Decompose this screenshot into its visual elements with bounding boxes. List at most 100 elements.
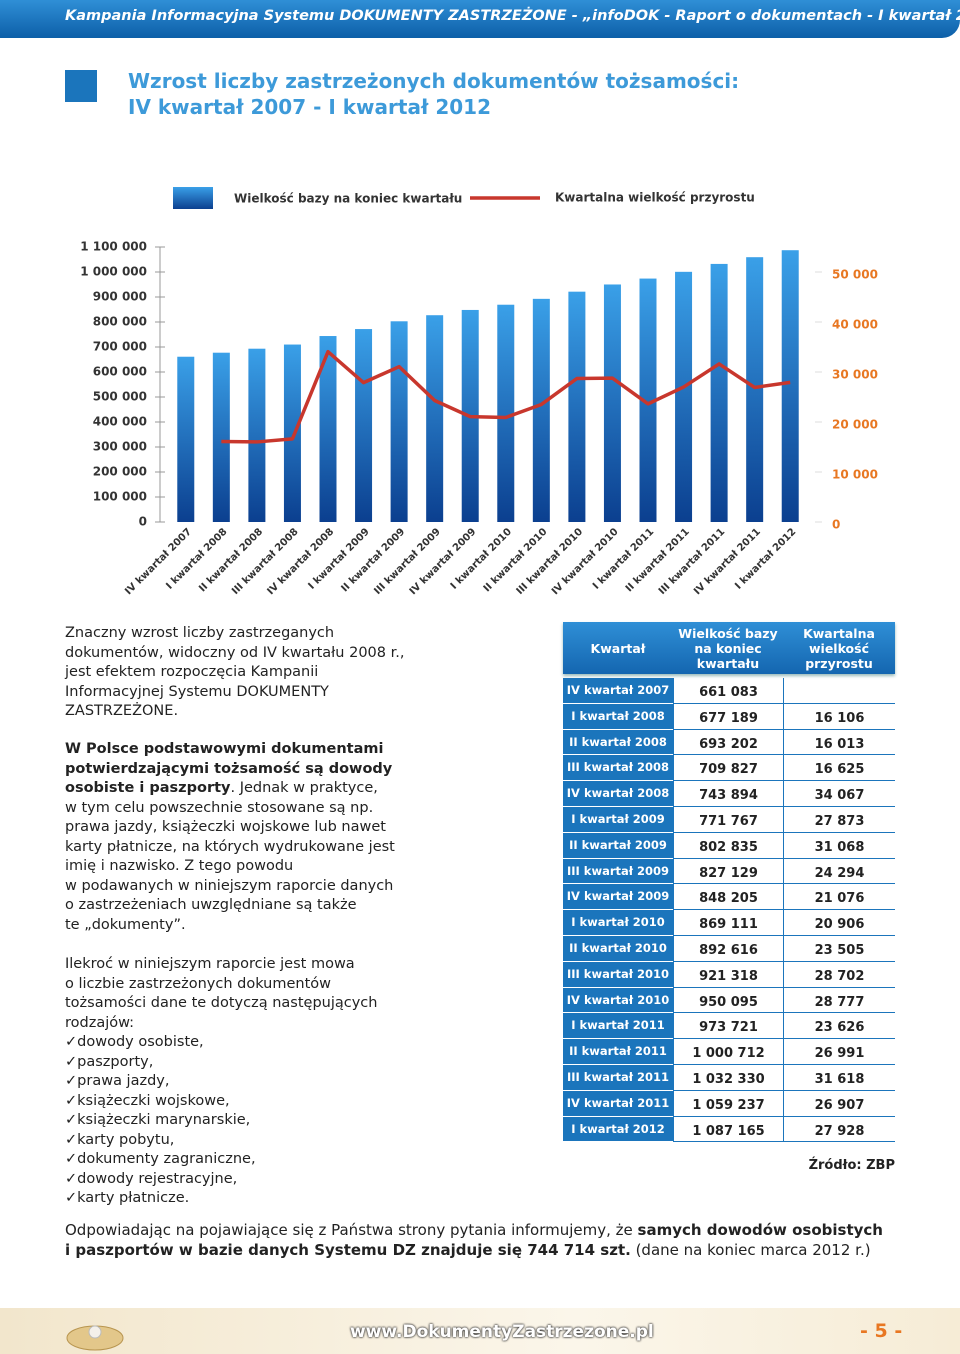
y2-tick-label: 50 000 bbox=[832, 268, 878, 282]
table-cell: 827 129 bbox=[673, 858, 783, 885]
table-cell: 677 189 bbox=[673, 703, 783, 730]
header-cell: Kwartalna wielkość przyrostu bbox=[803, 625, 875, 671]
table-cell: 16 106 bbox=[783, 703, 895, 730]
text-line: potwierdzającymi tożsamość są dowody bbox=[65, 760, 505, 780]
y-tick-label: 900 000 bbox=[93, 290, 147, 304]
y-tick-label: 1 100 000 bbox=[80, 240, 147, 254]
text-line: o liczbie zastrzeżonych dokumentów bbox=[65, 975, 505, 995]
list-item: dowody rejestracyjne, bbox=[65, 1170, 505, 1190]
text-run: prawa jazdy, książeczki wojskowe lub naw… bbox=[65, 819, 386, 835]
title: Wzrost liczby zastrzeżonych dokumentów t… bbox=[128, 68, 739, 120]
table-cell: I kwartał 2011 bbox=[563, 1013, 673, 1040]
text-run: ZASTRZEŻONE. bbox=[65, 703, 179, 719]
table-cell: 34 067 bbox=[783, 781, 895, 807]
text-line: Ilekroć w niniejszym raporcie jest mowa bbox=[65, 955, 505, 975]
x-tick-label: III kwartał 2009 bbox=[372, 526, 443, 597]
text-run: i paszportów w bazie danych Systemu DZ z… bbox=[65, 1241, 631, 1259]
y-tick-label: 400 000 bbox=[93, 415, 147, 429]
table-cell: 26 907 bbox=[783, 1090, 895, 1117]
table-cell: III kwartał 2010 bbox=[563, 961, 673, 988]
table-cell: II kwartał 2008 bbox=[563, 729, 673, 756]
table-row: II kwartał 2008 693 202 16 013 bbox=[563, 729, 895, 756]
paragraph: W Polsce podstawowymi dokumentami potwier… bbox=[65, 740, 505, 935]
text-run: o liczbie zastrzeżonych dokumentów bbox=[65, 975, 332, 992]
bar bbox=[568, 291, 586, 522]
bar bbox=[390, 321, 408, 522]
x-tick-label: II kwartał 2009 bbox=[339, 526, 407, 594]
table-row: I kwartał 2009 771 767 27 873 bbox=[563, 806, 895, 833]
table-cell: 27 928 bbox=[783, 1116, 895, 1143]
y2-tick-label: 30 000 bbox=[832, 368, 878, 382]
table-cell: 1 059 237 bbox=[673, 1090, 783, 1117]
bar bbox=[283, 344, 301, 522]
text-line: te „dokumenty”. bbox=[65, 916, 505, 936]
x-tick-label: I kwartał 2009 bbox=[307, 526, 372, 591]
table-cell: 802 835 bbox=[673, 832, 783, 859]
x-tick-label: IV kwartał 2010 bbox=[550, 526, 621, 597]
title-line: IV kwartał 2007 - I kwartał 2012 bbox=[128, 95, 491, 119]
list-item: książeczki wojskowe, bbox=[65, 1092, 505, 1112]
table-row: II kwartał 2011 1 000 712 26 991 bbox=[563, 1039, 895, 1065]
table-cell: I kwartał 2010 bbox=[563, 910, 673, 936]
text-line: ZASTRZEŻONE. bbox=[65, 702, 505, 722]
table-cell: 921 318 bbox=[673, 961, 783, 988]
legend-swatch bbox=[173, 187, 213, 209]
x-tick-label: IV kwartał 2009 bbox=[408, 526, 479, 597]
table-cell: 27 873 bbox=[783, 806, 895, 833]
table-cell: III kwartał 2009 bbox=[563, 858, 673, 885]
table-cell: II kwartał 2010 bbox=[563, 935, 673, 962]
x-tick-label: III kwartał 2008 bbox=[230, 526, 301, 597]
text-line: jest efektem rozpoczęcia Kampanii bbox=[65, 663, 505, 683]
table-row: III kwartał 2008 709 827 16 625 bbox=[563, 755, 895, 782]
x-tick-label: III kwartał 2011 bbox=[657, 526, 728, 597]
table-cell: IV kwartał 2010 bbox=[563, 987, 673, 1014]
y-tick-label: 1 000 000 bbox=[80, 265, 147, 279]
bar bbox=[426, 315, 444, 522]
x-tick-label: I kwartał 2011 bbox=[591, 526, 656, 591]
table-row: III kwartał 2009 827 129 24 294 bbox=[563, 858, 895, 885]
y-tick-label: 800 000 bbox=[93, 315, 147, 329]
text-run: Odpowiadając na pojawiające się z Państw… bbox=[65, 1221, 638, 1239]
table-row: I kwartał 2010 869 111 20 906 bbox=[563, 910, 895, 936]
table-row: I kwartał 2008 677 189 16 106 bbox=[563, 703, 895, 730]
text-line: Informacyjnej Systemu DOKUMENTY bbox=[65, 683, 505, 703]
table-row: I kwartał 2012 1 087 165 27 928 bbox=[563, 1116, 895, 1143]
text-run: dokumentów, widoczny od IV kwartału 2008… bbox=[65, 644, 405, 661]
table-row: II kwartał 2009 802 835 31 068 bbox=[563, 832, 895, 859]
header-cell: Wielkość bazy na koniec kwartału bbox=[678, 625, 778, 671]
x-tick-label: III kwartał 2010 bbox=[515, 526, 586, 597]
x-tick-label: II kwartał 2008 bbox=[197, 526, 265, 594]
x-tick-label: I kwartał 2012 bbox=[733, 526, 798, 591]
list-item: dowody osobiste, bbox=[65, 1033, 505, 1053]
text-run: imię i nazwisko. Z tego powodu bbox=[65, 858, 294, 874]
table-row: IV kwartał 2011 1 059 237 26 907 bbox=[563, 1090, 895, 1117]
table-cell: 28 777 bbox=[783, 987, 895, 1014]
text-line: i paszportów w bazie danych Systemu DZ z… bbox=[65, 1240, 883, 1260]
table-cell: 869 111 bbox=[673, 910, 783, 936]
table-cell: 661 083 bbox=[673, 678, 783, 704]
table-cell bbox=[783, 678, 895, 704]
table-cell: II kwartał 2011 bbox=[563, 1039, 673, 1065]
table-cell: 1 087 165 bbox=[673, 1116, 783, 1143]
table-cell: 26 991 bbox=[783, 1039, 895, 1065]
header-bar: Kampania Informacyjna Systemu DOKUMENTY … bbox=[0, 0, 960, 38]
bar bbox=[319, 336, 337, 522]
table-cell: 771 767 bbox=[673, 806, 783, 833]
text-run: tożsamości dane te dotyczą następujących bbox=[65, 995, 378, 1011]
y-tick-label: 600 000 bbox=[93, 365, 147, 379]
table-cell: 950 095 bbox=[673, 987, 783, 1014]
table-cell: I kwartał 2008 bbox=[563, 703, 673, 730]
text-line: Odpowiadając na pojawiające się z Państw… bbox=[65, 1220, 883, 1240]
text-run: W Polsce podstawowymi dokumentami bbox=[65, 741, 384, 757]
chart: 0 100 000 200 000 300 000 400 000 500 000 600 … bbox=[80, 187, 878, 597]
x-tick-label: I kwartał 2010 bbox=[449, 526, 514, 591]
page-number: - 5 - bbox=[860, 1320, 903, 1342]
text-run: Ilekroć w niniejszym raporcie jest mowa bbox=[65, 956, 355, 972]
text-run: (dane na koniec marca 2012 r.) bbox=[630, 1241, 871, 1259]
table-cell: IV kwartał 2008 bbox=[563, 781, 673, 807]
text-run: w podawanych w niniejszym raporcie danyc… bbox=[65, 877, 394, 894]
table-cell: 892 616 bbox=[673, 935, 783, 962]
x-tick-label: IV kwartał 2011 bbox=[692, 526, 763, 597]
text-run: potwierdzającymi tożsamość są dowody bbox=[65, 760, 393, 777]
